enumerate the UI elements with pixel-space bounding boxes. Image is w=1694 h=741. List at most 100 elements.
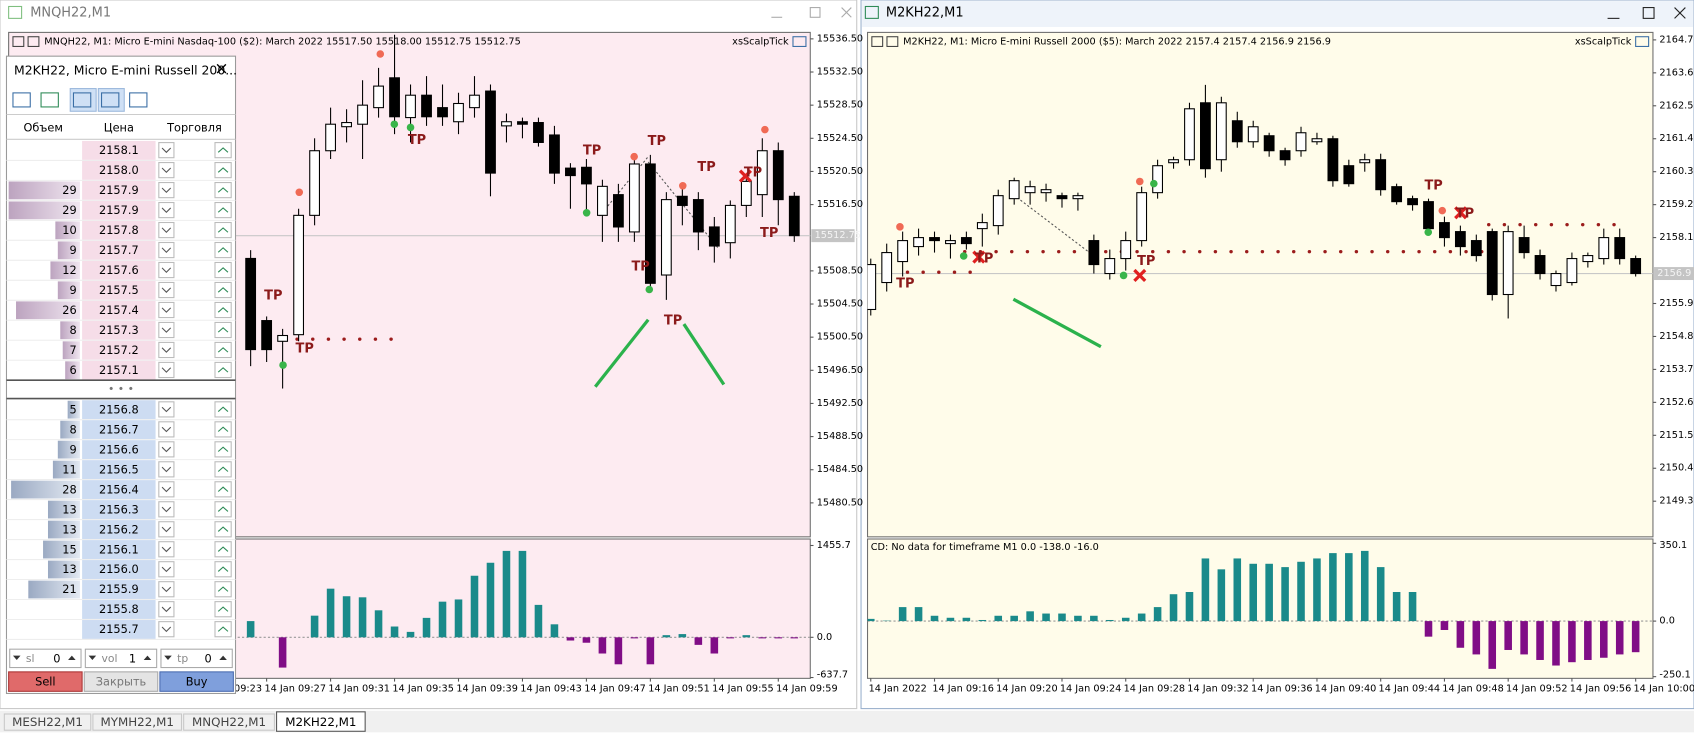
control-box[interactable] [9, 648, 82, 669]
order-button[interactable] [214, 521, 232, 538]
right-window-controls[interactable] [1607, 7, 1686, 19]
order-button[interactable] [214, 321, 232, 339]
control-value[interactable]: 1 [129, 651, 136, 665]
order-button[interactable] [214, 182, 232, 199]
order-dropdown[interactable] [158, 261, 175, 279]
order-dropdown[interactable] [158, 621, 175, 638]
price-cell [82, 400, 156, 420]
time-label: 14 Jan 09:35 [392, 684, 454, 695]
control-box[interactable] [160, 648, 233, 669]
order-button[interactable] [214, 162, 232, 179]
tab-label[interactable]: MESH22,M1 [12, 715, 83, 729]
control-box[interactable] [84, 648, 158, 669]
control-down[interactable] [88, 655, 97, 660]
left-window-controls[interactable] [771, 7, 852, 18]
order-button[interactable] [214, 221, 232, 239]
order-dropdown[interactable] [158, 221, 175, 239]
order-button[interactable] [214, 441, 232, 458]
order-dropdown[interactable] [158, 401, 175, 418]
histogram-bar [1392, 591, 1401, 622]
order-dropdown[interactable] [158, 581, 175, 598]
control-up[interactable] [143, 655, 152, 660]
tab-label[interactable]: MYMH22,M1 [101, 715, 174, 729]
dropdown-arrow [161, 307, 172, 313]
order-button[interactable] [159, 671, 234, 692]
order-dropdown[interactable] [158, 241, 175, 259]
order-dropdown[interactable] [158, 281, 175, 299]
level-dot [921, 270, 925, 274]
order-button[interactable] [214, 241, 232, 259]
order-dropdown[interactable] [158, 341, 175, 359]
order-dropdown[interactable] [158, 421, 175, 438]
tp-label: TP [408, 133, 426, 148]
order-button-label[interactable]: Buy [186, 675, 208, 689]
order-dropdown[interactable] [158, 521, 175, 538]
toolbar-icon[interactable] [129, 92, 148, 108]
control-value[interactable]: 0 [205, 651, 212, 665]
order-dropdown[interactable] [158, 361, 175, 379]
control-up[interactable] [219, 655, 227, 660]
order-button[interactable] [8, 671, 83, 692]
order-dropdown[interactable] [158, 142, 175, 159]
order-button[interactable] [214, 142, 232, 159]
order-button[interactable] [214, 501, 232, 518]
order-dropdown[interactable] [158, 162, 175, 179]
order-dropdown[interactable] [158, 481, 175, 498]
order-button[interactable] [214, 301, 232, 319]
order-dropdown[interactable] [158, 601, 175, 618]
dom-close[interactable]: × [214, 59, 228, 79]
candle-body [1470, 240, 1482, 257]
order-button[interactable] [214, 201, 232, 219]
order-dropdown[interactable] [158, 561, 175, 578]
histogram-bar [342, 596, 351, 638]
order-button[interactable] [214, 421, 232, 438]
order-button[interactable] [214, 541, 232, 558]
order-button[interactable] [214, 341, 232, 359]
candle-body [1040, 189, 1052, 194]
time-label: 14 Jan 09:59 [776, 684, 838, 695]
order-button[interactable] [214, 461, 232, 478]
control-up[interactable] [68, 655, 76, 660]
level-dot [1518, 222, 1522, 227]
tab-label[interactable]: M2KH22,M1 [285, 715, 356, 729]
tab[interactable] [3, 713, 92, 731]
toolbar-icon[interactable] [12, 92, 31, 108]
toolbar-icon[interactable] [72, 92, 92, 108]
histogram [246, 550, 799, 668]
order-button[interactable] [214, 401, 232, 418]
toolbar-button-bg[interactable] [69, 88, 97, 112]
order-button[interactable] [214, 281, 232, 299]
volume-bar [57, 241, 80, 260]
order-button[interactable] [214, 581, 232, 598]
control-down[interactable] [164, 655, 172, 660]
tab[interactable] [183, 713, 275, 731]
order-dropdown[interactable] [158, 201, 175, 219]
order-button[interactable] [214, 561, 232, 578]
current-price-box [1654, 267, 1694, 281]
order-dropdown[interactable] [158, 321, 175, 339]
control-value[interactable]: 0 [53, 651, 60, 665]
toolbar-icon[interactable] [40, 92, 59, 108]
order-button[interactable] [214, 261, 232, 279]
order-dropdown[interactable] [158, 501, 175, 518]
order-dropdown[interactable] [158, 541, 175, 558]
order-dropdown[interactable] [158, 461, 175, 478]
order-button[interactable] [214, 601, 232, 618]
order-dropdown[interactable] [158, 441, 175, 458]
order-dropdown[interactable] [158, 182, 175, 199]
toolbar-icon[interactable] [101, 92, 120, 108]
tab-label[interactable]: MNQH22,M1 [192, 715, 266, 729]
order-button-label[interactable]: Sell [35, 675, 55, 689]
control-down[interactable] [12, 655, 21, 660]
order-button[interactable] [214, 621, 232, 638]
tab[interactable] [92, 713, 183, 731]
order-button[interactable] [214, 481, 232, 498]
candle-body [1168, 159, 1179, 164]
order-button-label[interactable]: Закрыть [96, 675, 146, 689]
order-button[interactable] [214, 361, 232, 379]
level-dot [905, 270, 910, 274]
order-button[interactable] [83, 671, 159, 692]
order-dropdown[interactable] [158, 301, 175, 319]
toolbar-button-bg[interactable] [97, 88, 125, 112]
tab[interactable] [276, 711, 366, 732]
